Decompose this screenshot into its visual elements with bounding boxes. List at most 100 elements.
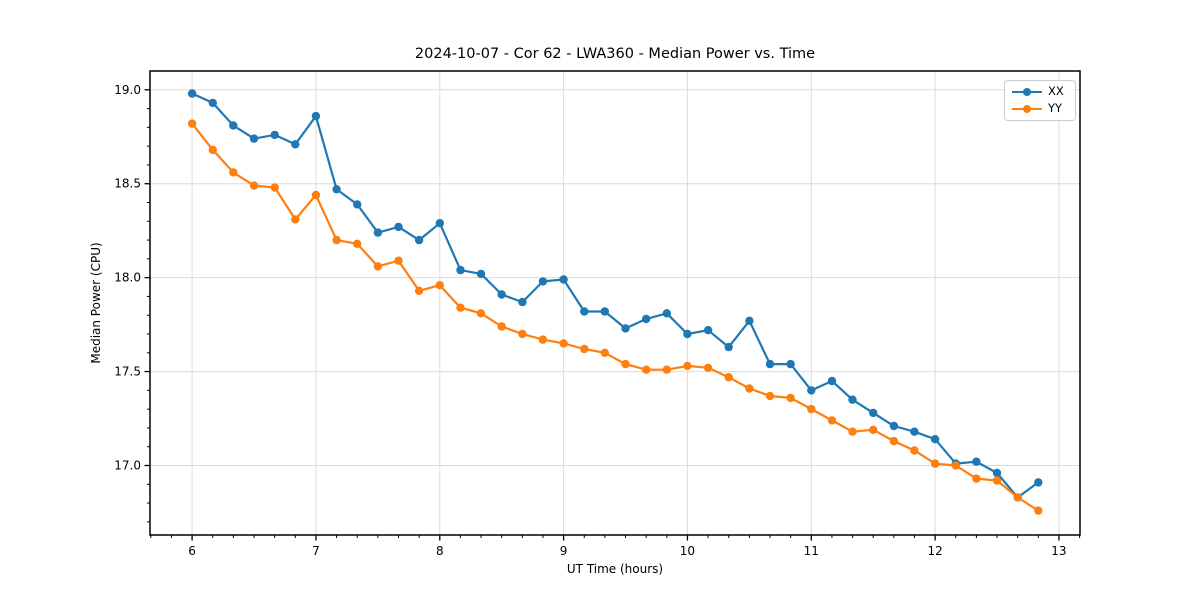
series-xx-marker <box>848 395 857 404</box>
series-xx-marker <box>476 269 486 279</box>
legend-line-sample-yy <box>1012 104 1042 114</box>
series-yy-marker <box>559 339 568 348</box>
y-axis-label: Median Power (CPU) <box>89 242 103 364</box>
series-xx-marker <box>869 408 878 418</box>
series-yy-marker <box>807 404 816 414</box>
series-yy-marker <box>456 303 465 312</box>
series-xx-marker <box>910 427 919 436</box>
series-xx-marker <box>538 277 548 286</box>
series-yy-marker <box>353 239 362 248</box>
y-tick-label: 19.0 <box>114 83 141 97</box>
series-yy-marker <box>580 344 589 354</box>
chart-title: 2024-10-07 - Cor 62 - LWA360 - Median Po… <box>414 46 816 62</box>
legend-label-xx: XX <box>1048 84 1064 99</box>
series-yy-marker <box>249 181 259 190</box>
legend-item-yy: YY <box>1012 101 1068 117</box>
series-xx-marker <box>662 309 671 318</box>
series-yy-marker <box>1034 506 1043 515</box>
series-yy-marker <box>869 425 878 434</box>
series-xx-marker <box>353 200 362 209</box>
x-tick-label: 10 <box>680 544 695 558</box>
series-xx-marker <box>786 359 795 369</box>
series-yy-marker <box>910 446 919 455</box>
series-yy-marker <box>476 309 486 318</box>
series-yy-marker <box>621 359 630 369</box>
series-yy-marker <box>187 119 197 128</box>
x-tick-label: 11 <box>804 544 819 558</box>
series-xx-marker <box>249 134 259 143</box>
series-xx-marker <box>311 111 321 121</box>
series-xx-marker <box>827 376 837 386</box>
series-xx-marker <box>972 457 981 466</box>
series-yy-marker <box>683 361 692 371</box>
series-xx-marker <box>889 421 899 431</box>
series-yy-marker <box>332 235 341 245</box>
series-yy-marker <box>229 168 238 177</box>
series-xx-marker <box>642 314 651 324</box>
legend-item-xx: XX <box>1012 84 1068 100</box>
series-yy-marker <box>600 348 609 357</box>
x-tick-label: 12 <box>927 544 942 558</box>
series-xx-marker <box>394 222 403 232</box>
series-yy-marker <box>827 416 837 425</box>
series-yy-marker <box>662 365 671 374</box>
series-xx-marker <box>683 329 692 339</box>
series-xx-marker <box>456 265 465 275</box>
x-tick-label: 8 <box>436 544 444 558</box>
series-xx-line <box>191 92 1040 499</box>
series-xx-marker <box>703 326 713 335</box>
series-xx-marker <box>807 386 816 395</box>
series-xx-marker <box>621 324 630 333</box>
series-xx-marker <box>187 89 197 98</box>
series-xx-marker <box>518 297 527 307</box>
x-tick-label: 6 <box>188 544 196 558</box>
series-xx-marker <box>930 435 940 444</box>
series-xx-marker <box>270 130 279 140</box>
series-yy-marker <box>642 365 651 374</box>
legend: XX YY <box>1004 80 1076 121</box>
series-yy-marker <box>1013 493 1022 502</box>
series-xx-marker <box>745 316 754 325</box>
series-yy-marker <box>745 384 754 393</box>
legend-line-sample-xx <box>1012 87 1042 97</box>
series-yy-marker <box>724 373 733 382</box>
series-yy-marker <box>311 190 321 200</box>
series-xx-marker <box>600 307 609 316</box>
series-yy-marker <box>497 322 506 331</box>
series-yy-marker <box>765 391 775 401</box>
series-yy-marker <box>270 183 279 192</box>
series-xx-marker <box>291 140 300 149</box>
series-yy-marker <box>373 262 383 271</box>
series-yy-marker <box>992 476 1002 485</box>
series-yy-marker <box>538 335 548 344</box>
series-yy-marker <box>435 281 444 290</box>
series-xx-marker <box>332 185 341 194</box>
series-xx-marker <box>435 219 444 228</box>
series-yy-marker <box>951 461 960 470</box>
series-yy-marker <box>889 436 899 446</box>
y-tick-label: 17.0 <box>114 458 141 472</box>
series-xx-marker <box>559 275 568 284</box>
legend-label-yy: YY <box>1048 101 1063 116</box>
series-xx-marker <box>208 98 217 108</box>
series-yy-marker <box>930 459 940 468</box>
series-yy-marker <box>414 286 424 295</box>
series-xx-marker <box>992 468 1002 478</box>
plot-frame <box>149 70 1081 536</box>
x-tick-label: 13 <box>1051 544 1066 558</box>
series-yy-marker <box>848 427 857 436</box>
y-tick-label: 18.5 <box>114 177 141 191</box>
series-yy-marker <box>786 393 795 403</box>
series-yy-marker <box>208 145 217 155</box>
x-axis-label: UT Time (hours) <box>566 562 664 576</box>
x-tick-label: 9 <box>560 544 568 558</box>
y-tick-label: 18.0 <box>114 271 141 285</box>
series-xx-marker <box>580 307 589 316</box>
x-tick-label: 7 <box>312 544 320 558</box>
series-xx-marker <box>497 290 506 299</box>
series-xx-marker <box>765 359 775 369</box>
series-xx-marker <box>724 342 733 352</box>
series-xx-marker <box>1034 478 1043 487</box>
